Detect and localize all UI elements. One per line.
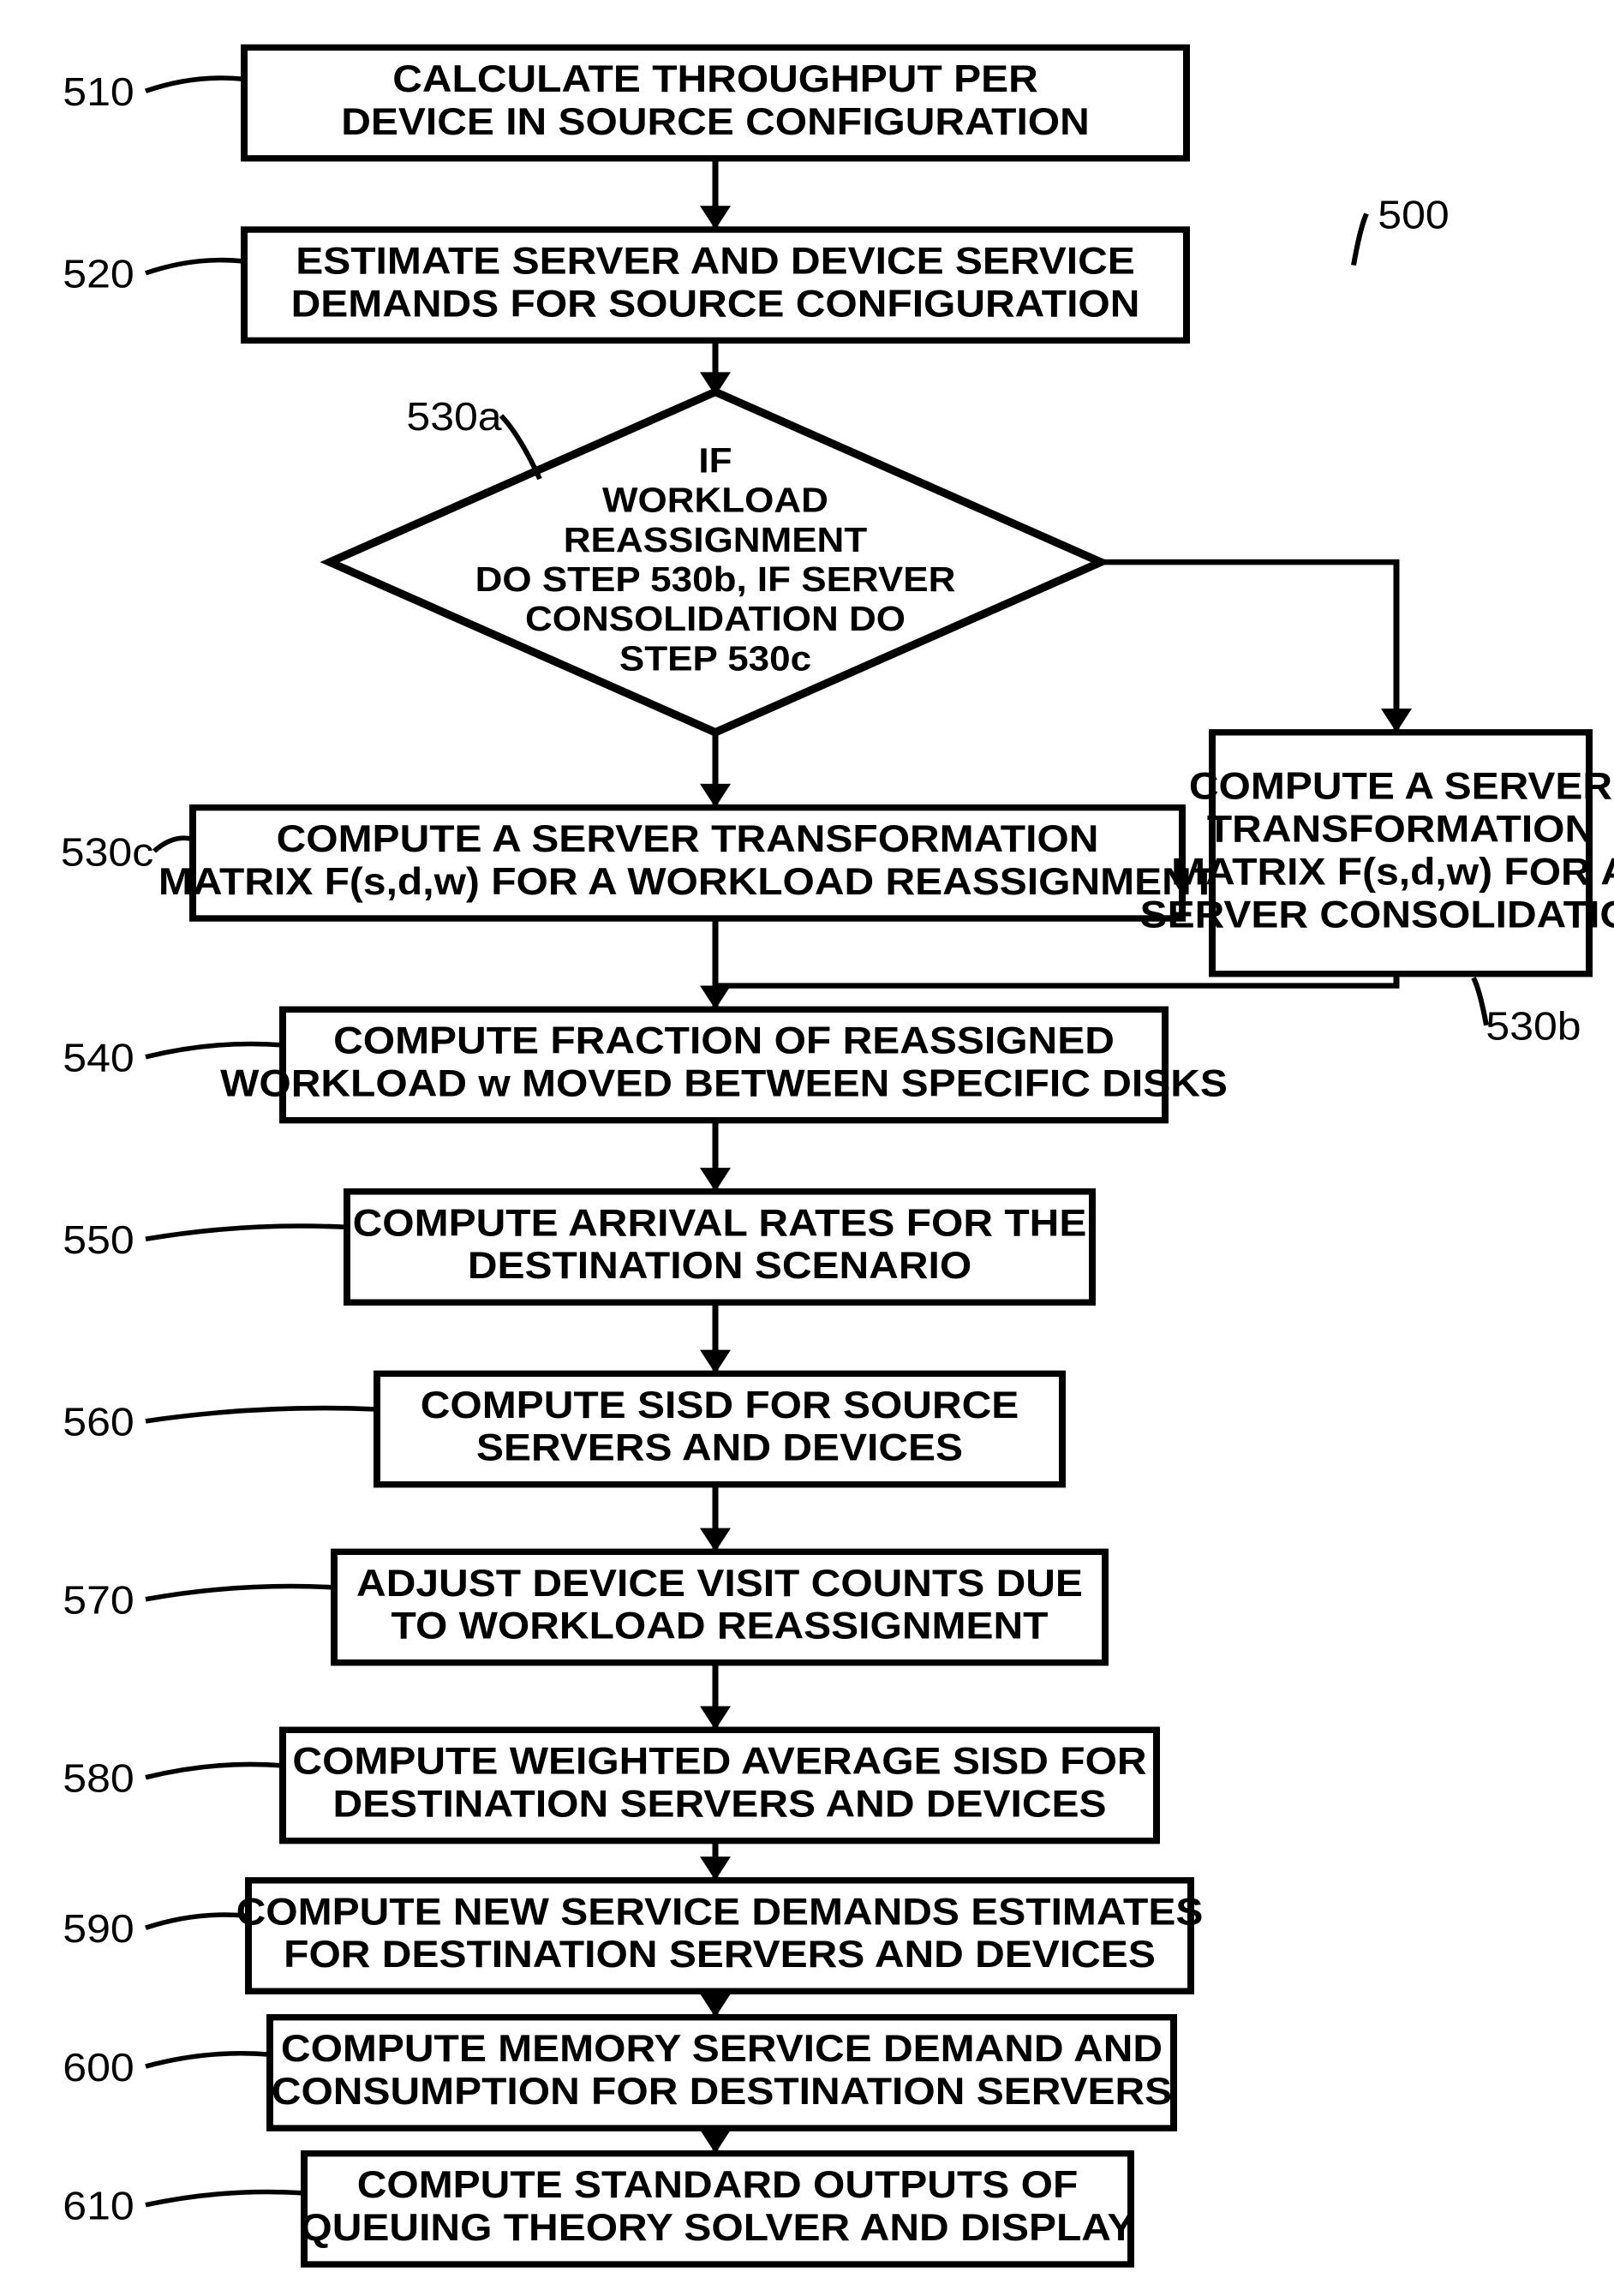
node-text: COMPUTE WEIGHTED AVERAGE SISD FOR bbox=[292, 1739, 1146, 1782]
node-text: COMPUTE A SERVER TRANSFORMATION bbox=[277, 817, 1099, 860]
ref-tick bbox=[146, 260, 244, 273]
node-text: COMPUTE FRACTION OF REASSIGNED bbox=[333, 1019, 1115, 1061]
ref-tick bbox=[146, 1915, 248, 1928]
arrowhead-icon bbox=[1381, 709, 1412, 732]
flow-node-n570: ADJUST DEVICE VISIT COUNTS DUETO WORKLOA… bbox=[334, 1552, 1105, 1662]
node-text: MATRIX F(s,d,w) FOR A bbox=[1171, 850, 1614, 893]
node-text: QUEUING THEORY SOLVER AND DISPLAY bbox=[300, 2206, 1134, 2249]
ref-tick bbox=[1474, 978, 1486, 1025]
ref-label: 530c bbox=[61, 830, 153, 875]
node-text: DEMANDS FOR SOURCE CONFIGURATION bbox=[291, 282, 1140, 325]
node-text: DESTINATION SERVERS AND DEVICES bbox=[332, 1782, 1106, 1825]
node-text: COMPUTE SISD FOR SOURCE bbox=[421, 1384, 1019, 1426]
node-text: COMPUTE A SERVER bbox=[1189, 764, 1612, 807]
node-text: ADJUST DEVICE VISIT COUNTS DUE bbox=[356, 1561, 1083, 1604]
ref-tick bbox=[146, 1764, 283, 1777]
flow-node-n550: COMPUTE ARRIVAL RATES FOR THEDESTINATION… bbox=[347, 1192, 1092, 1302]
node-text: TO WORKLOAD REASSIGNMENT bbox=[392, 1604, 1049, 1647]
node-text: IF bbox=[698, 441, 732, 480]
ref-tick bbox=[154, 838, 193, 851]
ref-label: 550 bbox=[63, 1218, 134, 1263]
node-text: COMPUTE STANDARD OUTPUTS OF bbox=[357, 2163, 1079, 2206]
node-text: CALCULATE THROUGHPUT PER bbox=[392, 57, 1038, 100]
ref-label: 500 bbox=[1378, 193, 1449, 237]
flow-node-n600: COMPUTE MEMORY SERVICE DEMAND ANDCONSUMP… bbox=[270, 2018, 1174, 2128]
node-text: FOR DESTINATION SERVERS AND DEVICES bbox=[284, 1933, 1156, 1976]
node-text: ESTIMATE SERVER AND DEVICE SERVICE bbox=[296, 239, 1135, 282]
ref-label: 510 bbox=[63, 70, 134, 115]
node-text: STEP 530c bbox=[619, 639, 811, 678]
arrowhead-icon bbox=[700, 1707, 731, 1731]
node-text: COMPUTE ARRIVAL RATES FOR THE bbox=[353, 1201, 1087, 1244]
node-text: CONSUMPTION FOR DESTINATION SERVERS bbox=[272, 2070, 1172, 2113]
flow-node-n520: ESTIMATE SERVER AND DEVICE SERVICEDEMAND… bbox=[244, 230, 1187, 340]
node-text: COMPUTE MEMORY SERVICE DEMAND AND bbox=[281, 2027, 1163, 2070]
arrowhead-icon bbox=[700, 1857, 731, 1880]
flow-node-n590: COMPUTE NEW SERVICE DEMANDS ESTIMATESFOR… bbox=[236, 1880, 1204, 1991]
ref-label: 520 bbox=[63, 252, 134, 296]
node-text: DESTINATION SCENARIO bbox=[468, 1244, 971, 1287]
node-text: WORKLOAD bbox=[602, 481, 828, 519]
flow-node-n610: COMPUTE STANDARD OUTPUTS OFQUEUING THEOR… bbox=[300, 2154, 1134, 2264]
ref-tick bbox=[146, 1408, 377, 1421]
flow-arrow bbox=[1101, 562, 1396, 732]
ref-tick bbox=[501, 416, 540, 479]
ref-label: 530a bbox=[406, 395, 501, 439]
node-text: TRANSFORMATION bbox=[1207, 807, 1594, 850]
flow-node-n530a: IFWORKLOADREASSIGNMENTDO STEP 530b, IF S… bbox=[330, 392, 1101, 732]
node-text: SERVERS AND DEVICES bbox=[476, 1426, 963, 1468]
ref-label: 580 bbox=[63, 1756, 134, 1801]
ref-tick bbox=[1354, 214, 1366, 266]
flow-node-n560: COMPUTE SISD FOR SOURCESERVERS AND DEVIC… bbox=[377, 1373, 1062, 1484]
arrowhead-icon bbox=[700, 1350, 731, 1374]
node-text: DO STEP 530b, IF SERVER bbox=[475, 560, 956, 599]
flow-node-n580: COMPUTE WEIGHTED AVERAGE SISD FORDESTINA… bbox=[283, 1730, 1157, 1840]
arrowhead-icon bbox=[700, 784, 731, 808]
ref-tick bbox=[146, 78, 244, 91]
flow-node-n530c: COMPUTE A SERVER TRANSFORMATIONMATRIX F(… bbox=[158, 808, 1216, 918]
flow-node-n510: CALCULATE THROUGHPUT PERDEVICE IN SOURCE… bbox=[244, 47, 1187, 158]
node-text: WORKLOAD w MOVED BETWEEN SPECIFIC DISKS bbox=[220, 1061, 1228, 1104]
node-text: COMPUTE NEW SERVICE DEMANDS ESTIMATES bbox=[236, 1890, 1204, 1933]
ref-label: 570 bbox=[63, 1578, 134, 1623]
flow-node-n540: COMPUTE FRACTION OF REASSIGNEDWORKLOAD w… bbox=[220, 1009, 1228, 1120]
ref-label: 540 bbox=[63, 1036, 134, 1080]
arrowhead-icon bbox=[700, 2130, 731, 2154]
arrowhead-icon bbox=[700, 986, 731, 1010]
node-text: MATRIX F(s,d,w) FOR A WORKLOAD REASSIGNM… bbox=[158, 860, 1216, 903]
arrowhead-icon bbox=[700, 206, 731, 230]
arrowhead-icon bbox=[700, 1994, 731, 2018]
arrowhead-icon bbox=[700, 1528, 731, 1552]
flow-node-n530b: COMPUTE A SERVERTRANSFORMATIONMATRIX F(s… bbox=[1140, 732, 1614, 974]
ref-tick bbox=[146, 2191, 304, 2204]
node-text: DEVICE IN SOURCE CONFIGURATION bbox=[341, 99, 1090, 142]
ref-tick bbox=[146, 1226, 347, 1239]
ref-label: 610 bbox=[63, 2184, 134, 2228]
ref-label: 590 bbox=[63, 1907, 134, 1952]
ref-label: 530b bbox=[1485, 1004, 1581, 1049]
node-text: REASSIGNMENT bbox=[564, 520, 868, 559]
ref-label: 560 bbox=[63, 1400, 134, 1444]
ref-tick bbox=[146, 1587, 334, 1599]
arrowhead-icon bbox=[700, 1168, 731, 1192]
ref-tick bbox=[146, 1043, 283, 1056]
ref-tick bbox=[146, 2054, 270, 2066]
node-text: SERVER CONSOLIDATION bbox=[1140, 893, 1614, 936]
ref-label: 600 bbox=[63, 2046, 134, 2090]
node-text: CONSOLIDATION DO bbox=[525, 600, 906, 638]
